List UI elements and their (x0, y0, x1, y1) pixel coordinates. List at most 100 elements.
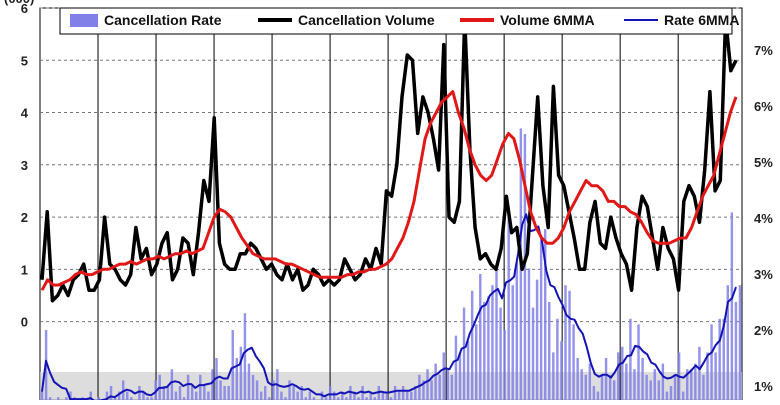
plot-area (39, 7, 743, 401)
rate-bar (434, 363, 437, 400)
rate-bar (572, 324, 575, 400)
rate-bar (170, 369, 174, 400)
rate-bar (625, 363, 628, 400)
rate-bar (182, 397, 186, 400)
rate-bar (69, 391, 72, 400)
rate-bar (612, 380, 616, 400)
rate-bar (690, 369, 693, 400)
rate-bar (588, 363, 592, 400)
rate-bar (231, 330, 234, 400)
rate-bar (730, 212, 734, 400)
rate-bar (113, 397, 117, 400)
rate-bar (495, 268, 498, 400)
rate-bar (539, 240, 543, 400)
rate-bar (523, 134, 527, 400)
rate-bar (438, 374, 441, 400)
rate-bar (653, 369, 656, 400)
right-tick-label: 5% (754, 155, 773, 170)
rate-bar (706, 352, 709, 400)
right-tick-label: 4% (754, 211, 773, 226)
rate-bar (345, 397, 348, 400)
rate-bar (154, 380, 157, 400)
rate-bar (410, 391, 413, 400)
right-tick-label: 2% (754, 323, 773, 338)
rate-bar (470, 290, 474, 400)
rate-bar (109, 386, 113, 400)
rate-bar (243, 313, 247, 400)
rate-bar (166, 386, 170, 400)
rate-bar (511, 285, 514, 400)
rate-bar (576, 358, 579, 400)
rate-bar (312, 397, 316, 400)
rate-bar (211, 369, 214, 400)
rate-bar (300, 386, 303, 400)
rate-bar (381, 391, 385, 400)
rate-bar (633, 369, 636, 400)
rate-bar (491, 285, 494, 400)
rate-bar (199, 374, 202, 400)
rate-bar (596, 391, 600, 400)
rate-bar (357, 397, 360, 400)
rate-bar (584, 374, 587, 400)
rate-bar (292, 386, 295, 400)
rate-bar (556, 318, 559, 400)
rate-bar (466, 341, 470, 400)
rate-bar (195, 391, 198, 400)
rate-bar (174, 391, 178, 400)
left-tick-label: 5 (21, 53, 28, 68)
rate-bar (535, 279, 539, 400)
rate-bar (458, 352, 462, 400)
rate-bar (442, 352, 445, 400)
rate-bar (552, 352, 555, 400)
legend-box (59, 7, 733, 35)
rate-bar (150, 397, 153, 400)
rate-bar (142, 391, 145, 400)
rate-bar (284, 397, 287, 400)
rate-bar (178, 386, 182, 400)
rate-bar (263, 386, 267, 400)
rate-bar (515, 262, 519, 400)
rate-bar (121, 380, 125, 400)
rate-bar (162, 386, 165, 400)
rate-bar (369, 391, 372, 400)
rate-bar (499, 307, 502, 400)
rate-bar (483, 302, 486, 400)
rate-bars (40, 128, 742, 400)
rate-bar (426, 369, 429, 400)
left-axis-label: (000) (4, 0, 34, 6)
rate-bar (487, 296, 490, 400)
rate-bar (239, 346, 243, 400)
rate-bar (268, 397, 271, 400)
legend-label: Volume 6MMA (500, 12, 595, 28)
rate-bar (117, 391, 121, 400)
rate-bar (503, 330, 506, 400)
rate-bar (718, 318, 721, 400)
left-tick-label: 2 (21, 210, 28, 225)
axes: 0 1 2 3 4 5 6 1% 2% 3% 4% 5% 6% 7% (000) (4, 0, 773, 394)
rate-bar (48, 397, 52, 400)
rate-bar (669, 386, 673, 400)
rate-bar (401, 386, 405, 400)
rate-bar (621, 346, 624, 400)
rate-bar (418, 374, 421, 400)
rate-bar (89, 391, 92, 400)
rate-bar (186, 374, 190, 400)
legend-label: Rate 6MMA (664, 12, 739, 28)
rate-bar (385, 391, 389, 400)
rate-bar (247, 363, 251, 400)
rate-bar (681, 391, 685, 400)
cancellation-volume-line (40, 16, 738, 303)
rate-bar (393, 386, 397, 400)
rate-bar (272, 380, 275, 400)
rate-bar (560, 341, 563, 400)
left-tick-label: 6 (21, 1, 28, 16)
rate-bar (665, 391, 669, 400)
rate-bar (105, 391, 109, 400)
grid (40, 7, 742, 400)
rate-bar (219, 380, 222, 400)
rate-bar (332, 391, 336, 400)
rate-bar (479, 274, 482, 400)
rate-bar (714, 352, 717, 400)
